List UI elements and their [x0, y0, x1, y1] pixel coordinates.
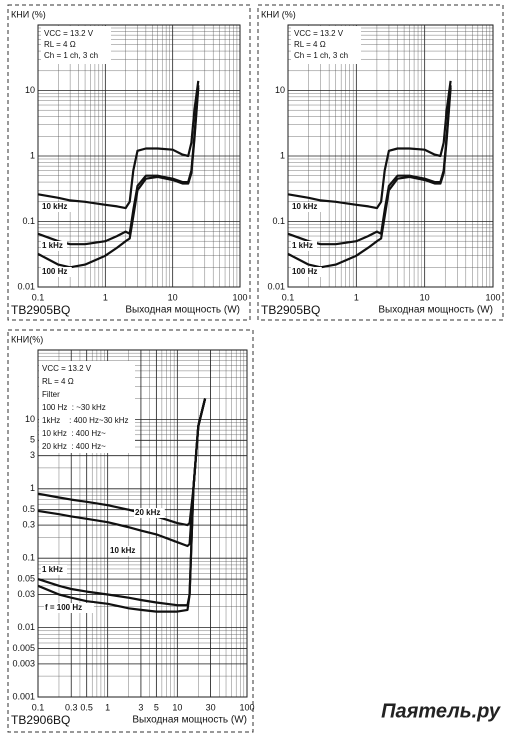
note: 1kHz : 400 Hz~30 kHz: [42, 416, 128, 425]
note: Ch = 1 ch, 3 ch: [294, 51, 348, 60]
note: RL = 4 Ω: [44, 40, 76, 49]
y-tick-label: 0.1: [272, 216, 285, 226]
x-tick-label: 30: [206, 702, 216, 712]
note: RL = 4 Ω: [294, 40, 326, 49]
x-axis-label: Выходная мощность (W): [132, 715, 247, 726]
model-label: TB2906BQ: [11, 713, 70, 727]
y-axis-label: КНИ (%): [11, 9, 46, 19]
series-label: 1 kHz: [292, 241, 313, 250]
series-label: 10 kHz: [292, 202, 317, 211]
series-label: 1 kHz: [42, 565, 63, 574]
series-label-bg: [291, 202, 322, 212]
x-tick-label: 0.1: [32, 702, 45, 712]
series-label: 100 Hz: [42, 267, 67, 276]
note: 10 kHz : 400 Hz~: [42, 429, 106, 438]
series-label: 20 kHz: [135, 508, 160, 517]
x-tick-label: 1: [103, 292, 108, 302]
y-axis-label: КНИ(%): [11, 334, 43, 344]
series-label-bg: [109, 546, 140, 556]
note: VCC = 13.2 V: [44, 29, 94, 38]
y-tick-label: 0.001: [12, 691, 35, 701]
line-series: [37, 398, 207, 613]
watermark: Паятель.ру: [381, 700, 501, 722]
series-label: 1 kHz: [42, 241, 63, 250]
x-tick-label: 100: [485, 292, 500, 302]
x-axis-label: Выходная мощность (W): [378, 305, 493, 316]
line-series: [37, 87, 200, 269]
notes-box: [291, 26, 361, 64]
line-series: [287, 87, 452, 269]
note: VCC = 13.2 V: [294, 29, 344, 38]
series-label: f = 100 Hz: [45, 603, 82, 612]
note: Ch = 1 ch, 3 ch: [44, 51, 98, 60]
note: 20 kHz : 400 Hz~: [42, 442, 106, 451]
y-tick-label: 1: [30, 483, 35, 493]
note: 100 Hz : ~30 kHz: [42, 403, 106, 412]
series-label-bg: [41, 565, 67, 575]
y-axis-label: КНИ (%): [261, 9, 296, 19]
series-label: 100 Hz: [292, 267, 317, 276]
x-tick-label: 10: [172, 702, 182, 712]
note: RL = 4 Ω: [42, 377, 74, 386]
series-label: 10 kHz: [42, 202, 67, 211]
y-tick-label: 0.01: [17, 281, 35, 291]
x-tick-label: 3: [138, 702, 143, 712]
y-tick-label: 3: [30, 450, 35, 460]
model-label: TB2905BQ: [261, 303, 320, 317]
x-tick-label: 5: [154, 702, 159, 712]
series-label-bg: [41, 241, 67, 251]
x-tick-label: 0.5: [80, 702, 93, 712]
y-tick-label: 1: [30, 150, 35, 160]
line-series: [37, 80, 200, 210]
series-label-bg: [291, 241, 317, 251]
y-tick-label: 0.01: [267, 281, 285, 291]
y-tick-label: 0.3: [22, 519, 35, 529]
line-series: [37, 85, 200, 246]
y-tick-label: 0.5: [22, 504, 35, 514]
x-tick-label: 0.1: [32, 292, 45, 302]
y-tick-label: 0.003: [12, 658, 35, 668]
y-tick-label: 0.1: [22, 553, 35, 563]
x-tick-label: 10: [168, 292, 178, 302]
chart-frame: [7, 329, 254, 733]
chart-frame: [7, 4, 251, 321]
y-tick-label: 10: [25, 85, 35, 95]
series-label-bg: [291, 267, 322, 277]
y-tick-label: 1: [280, 150, 285, 160]
series-label-bg: [41, 267, 72, 277]
line-series: [287, 80, 452, 210]
y-tick-label: 5: [30, 435, 35, 445]
x-tick-label: 0.1: [282, 292, 295, 302]
model-label: TB2905BQ: [11, 303, 70, 317]
y-tick-label: 0.05: [17, 573, 35, 583]
y-tick-label: 0.005: [12, 643, 35, 653]
notes-box: [39, 361, 135, 453]
y-tick-label: 0.1: [22, 216, 35, 226]
note: VCC = 13.2 V: [42, 364, 92, 373]
series-label-bg: [44, 603, 94, 613]
series-label-bg: [41, 202, 72, 212]
y-tick-label: 0.03: [17, 589, 35, 599]
x-tick-label: 100: [232, 292, 247, 302]
x-axis-label: Выходная мощность (W): [125, 305, 240, 316]
notes-box: [41, 26, 111, 64]
note: Filter: [42, 390, 60, 399]
series-label-bg: [134, 508, 165, 518]
y-tick-label: 10: [25, 414, 35, 424]
x-tick-label: 100: [239, 702, 254, 712]
series-label: 10 kHz: [110, 546, 135, 555]
y-tick-label: 10: [275, 85, 285, 95]
x-tick-label: 0.3: [65, 702, 78, 712]
line-series: [287, 85, 452, 246]
x-tick-label: 1: [354, 292, 359, 302]
chart-frame: [257, 4, 504, 321]
x-tick-label: 10: [420, 292, 430, 302]
x-tick-label: 1: [105, 702, 110, 712]
y-tick-label: 0.01: [17, 622, 35, 632]
